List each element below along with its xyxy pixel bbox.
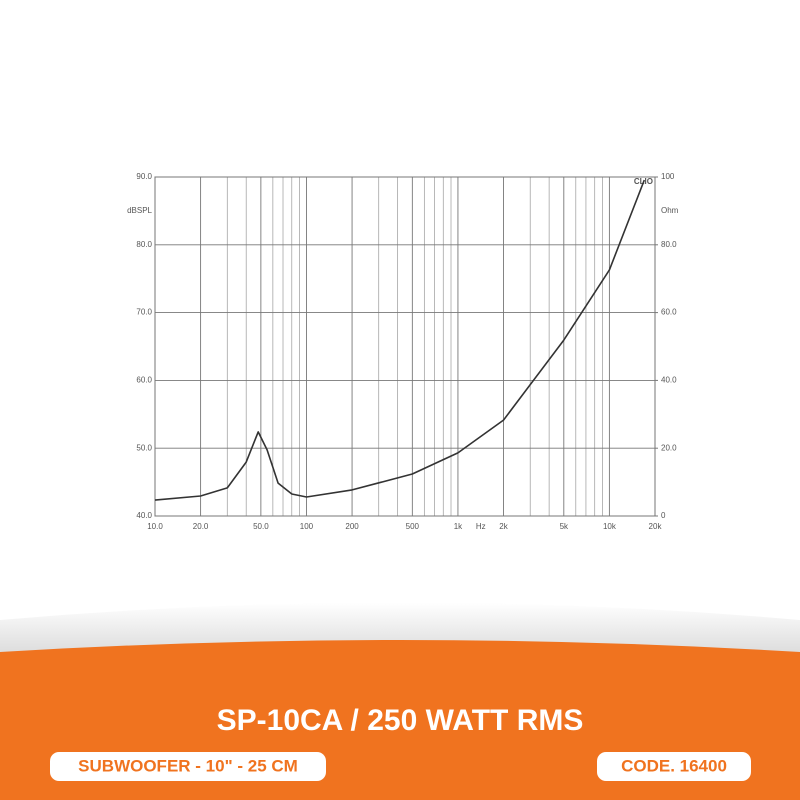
x-axis-label: Hz xyxy=(476,522,486,531)
banner-code: CODE. 16400 xyxy=(621,756,727,775)
x-tick-label: 1k xyxy=(454,522,463,531)
y2-axis-label: Ohm xyxy=(661,206,679,215)
y-tick-label: 40.0 xyxy=(136,511,152,520)
y2-tick-label: 0 xyxy=(661,511,666,520)
subtitle-pill xyxy=(50,752,326,781)
y-tick-label: 70.0 xyxy=(136,308,152,317)
y-tick-label: 50.0 xyxy=(136,443,152,452)
banner-title: SP-10CA / 250 WATT RMS xyxy=(217,704,584,737)
chart: 10.0 20.0 50.0 100 200 500 1k 2k 5k 10k 20k 40.0 50.… xyxy=(127,172,679,531)
plot-area xyxy=(154,176,656,517)
x-tick-label: 50.0 xyxy=(253,522,269,531)
banner-subtitle: SUBWOOFER - 10" - 25 CM xyxy=(78,756,298,775)
x-tick-label: 10.0 xyxy=(147,522,163,531)
x-tick-label: 2k xyxy=(499,522,508,531)
x-tick-label: 20.0 xyxy=(193,522,209,531)
y2-tick-label: 100 xyxy=(661,172,675,181)
y-tick-label: 90.0 xyxy=(136,172,152,181)
x-tick-label: 500 xyxy=(406,522,420,531)
y2-tick-label: 80.0 xyxy=(661,240,677,249)
x-tick-label: 20k xyxy=(649,522,663,531)
x-tick-label: 200 xyxy=(345,522,359,531)
y-axis-label: dBSPL xyxy=(127,206,152,215)
y-tick-label: 60.0 xyxy=(136,376,152,385)
y2-tick-label: 40.0 xyxy=(661,376,677,385)
y2-tick-label: 60.0 xyxy=(661,308,677,317)
code-pill xyxy=(597,752,751,781)
data-line xyxy=(154,179,646,501)
y2-tick-label: 20.0 xyxy=(661,443,677,452)
x-tick-label: 5k xyxy=(560,522,569,531)
x-tick-label: 100 xyxy=(300,522,314,531)
y-tick-label: 80.0 xyxy=(136,240,152,249)
x-tick-label: 10k xyxy=(603,522,617,531)
